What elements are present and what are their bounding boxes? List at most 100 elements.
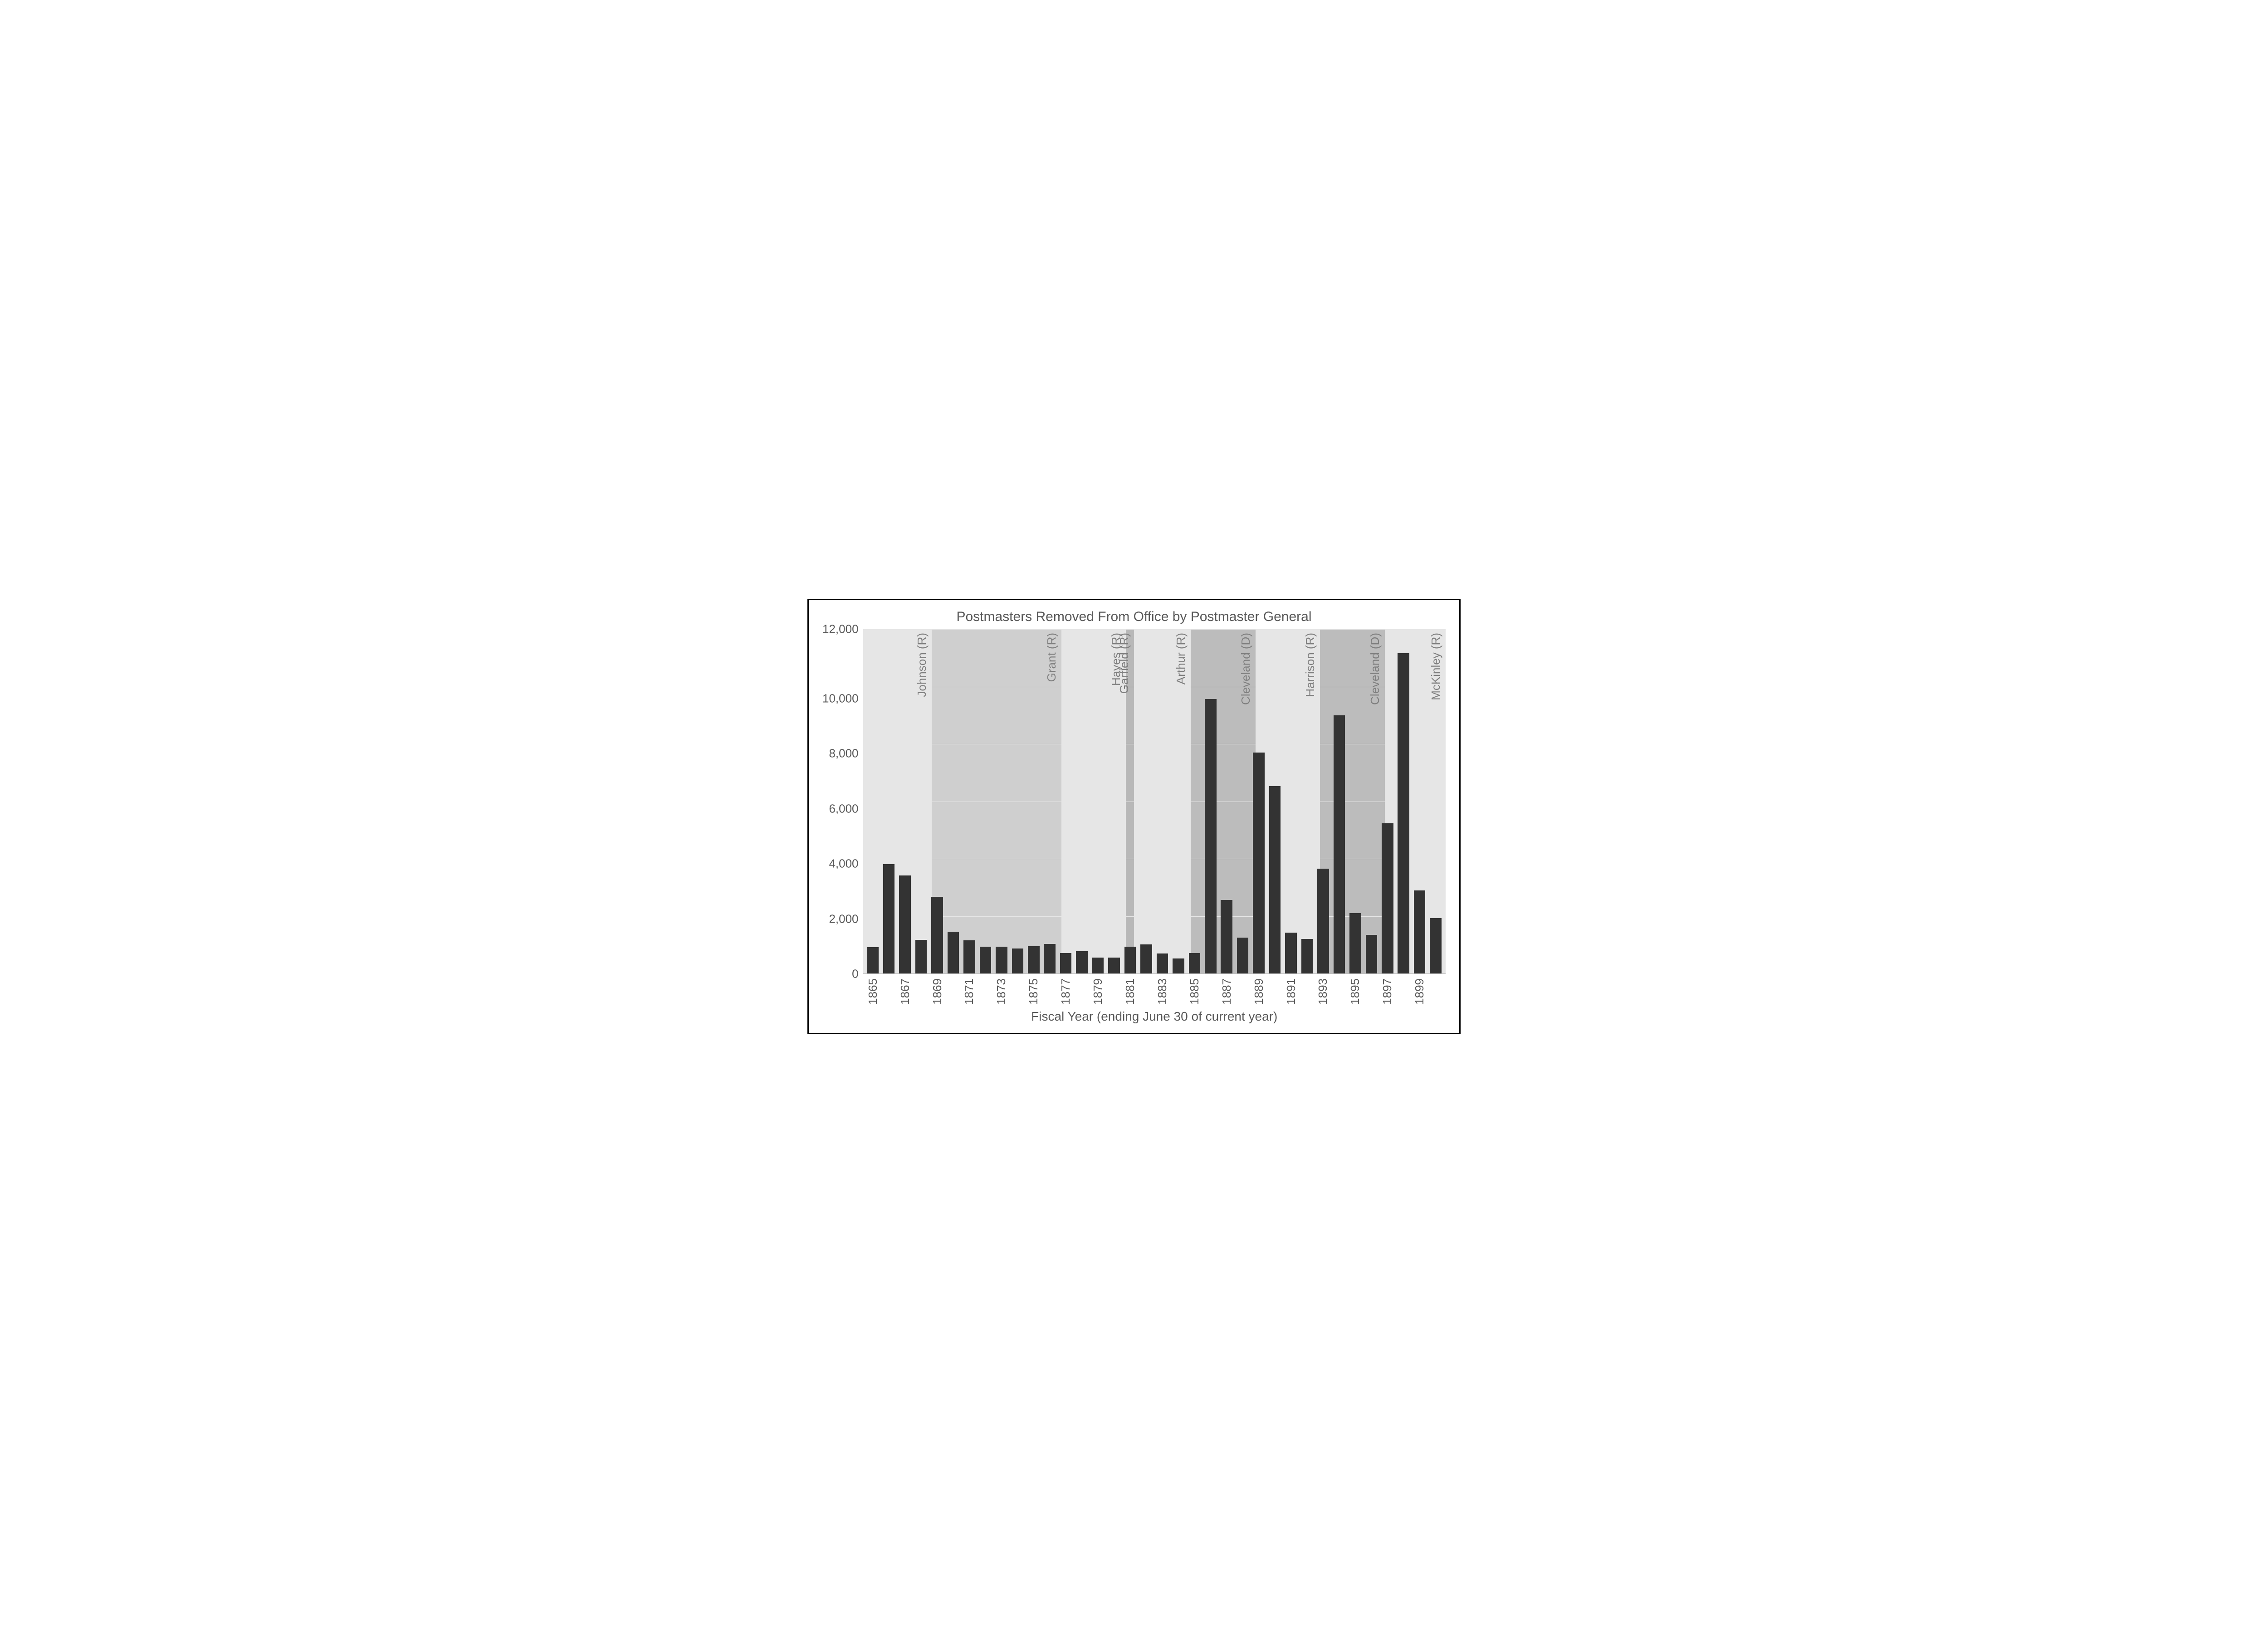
- bar: [1044, 944, 1056, 973]
- x-tick-slot: [978, 978, 993, 1005]
- x-title-row: Fiscal Year (ending June 30 of current y…: [822, 1005, 1446, 1024]
- bar-slot: [929, 629, 945, 973]
- y-axis: 12,00010,0008,0006,0004,0002,0000: [822, 629, 863, 974]
- bar: [1076, 951, 1088, 973]
- x-tick-slot: [1138, 978, 1154, 1005]
- x-tick-label: 1877: [1059, 978, 1073, 1005]
- bar-slot: [945, 629, 961, 973]
- x-axis: 1865186718691871187318751877187918811883…: [863, 974, 1446, 1005]
- x-tick-label: 1887: [1220, 978, 1234, 1005]
- x-axis-row: 1865186718691871187318751877187918811883…: [822, 974, 1446, 1005]
- bar-slot: [1138, 629, 1154, 973]
- x-tick-slot: [1235, 978, 1251, 1005]
- bar: [1028, 946, 1040, 973]
- bar-slot: [1074, 629, 1090, 973]
- x-tick-label: 1865: [866, 978, 880, 1005]
- x-tick-label: 1873: [994, 978, 1008, 1005]
- y-tick-label: 0: [852, 967, 858, 981]
- x-tick-slot: [1042, 978, 1058, 1005]
- x-tick-slot: 1869: [929, 978, 945, 1005]
- bar: [1366, 935, 1378, 973]
- y-tick-label: 12,000: [822, 622, 859, 636]
- bar: [1173, 958, 1184, 973]
- bar: [1253, 753, 1265, 973]
- bar-slot: [1170, 629, 1186, 973]
- bar-slot: [961, 629, 977, 973]
- bar-slot: [1122, 629, 1138, 973]
- x-tick-slot: [1074, 978, 1090, 1005]
- bar: [980, 947, 992, 973]
- x-tick-label: 1893: [1316, 978, 1330, 1005]
- x-tick-slot: [1202, 978, 1218, 1005]
- bar-slot: [897, 629, 913, 973]
- x-tick-slot: 1885: [1187, 978, 1202, 1005]
- x-tick-label: 1889: [1252, 978, 1266, 1005]
- bar: [1189, 953, 1201, 974]
- x-tick-slot: [1170, 978, 1186, 1005]
- x-spacer: [822, 1005, 863, 1024]
- y-tick-label: 2,000: [829, 912, 858, 926]
- bar: [867, 947, 879, 973]
- x-axis-title: Fiscal Year (ending June 30 of current y…: [863, 1009, 1446, 1024]
- bar-slot: [1283, 629, 1299, 973]
- x-tick-slot: [945, 978, 961, 1005]
- bar-slot: [1331, 629, 1347, 973]
- x-tick-label: 1875: [1026, 978, 1041, 1005]
- x-tick-label: 1895: [1348, 978, 1362, 1005]
- x-tick-label: 1879: [1091, 978, 1105, 1005]
- chart-wrap: 12,00010,0008,0006,0004,0002,0000 Johnso…: [822, 629, 1446, 1024]
- bar-slot: [1154, 629, 1170, 973]
- y-tick-label: 10,000: [822, 691, 859, 705]
- bar-slot: [1395, 629, 1411, 973]
- x-tick-label: 1883: [1155, 978, 1169, 1005]
- x-tick-slot: 1895: [1347, 978, 1363, 1005]
- x-tick-slot: 1887: [1219, 978, 1235, 1005]
- x-tick-label: 1897: [1380, 978, 1394, 1005]
- x-tick-slot: 1891: [1283, 978, 1299, 1005]
- bar-slot: [1267, 629, 1283, 973]
- bar-slot: [1347, 629, 1363, 973]
- x-tick-slot: 1883: [1154, 978, 1170, 1005]
- bar: [1317, 869, 1329, 973]
- bar: [1108, 958, 1120, 973]
- bars: [863, 629, 1446, 973]
- x-tick-slot: [1331, 978, 1347, 1005]
- y-tick-label: 8,000: [829, 747, 858, 761]
- x-tick-slot: 1867: [897, 978, 913, 1005]
- x-tick-slot: 1871: [961, 978, 977, 1005]
- bar-slot: [1187, 629, 1202, 973]
- chart-frame: Postmasters Removed From Office by Postm…: [807, 599, 1461, 1034]
- x-tick-label: 1869: [930, 978, 944, 1005]
- bar: [1124, 947, 1136, 973]
- bar-slot: [1364, 629, 1379, 973]
- bar: [931, 897, 943, 974]
- bar-slot: [881, 629, 897, 973]
- x-tick-label: 1891: [1284, 978, 1298, 1005]
- x-tick-slot: [1427, 978, 1443, 1005]
- bar-slot: [1427, 629, 1443, 973]
- bar-slot: [1090, 629, 1106, 973]
- bar: [996, 947, 1007, 973]
- x-tick-slot: 1877: [1058, 978, 1074, 1005]
- x-tick-slot: 1865: [865, 978, 881, 1005]
- y-tick-label: 4,000: [829, 857, 858, 871]
- x-tick-slot: [1364, 978, 1379, 1005]
- bar: [1157, 953, 1168, 973]
- x-tick-label: 1867: [898, 978, 912, 1005]
- plot-area: Johnson (R)Grant (R)Hayes (R)Garfield (R…: [863, 629, 1446, 974]
- bar: [1221, 900, 1232, 974]
- bar: [1349, 913, 1361, 973]
- bar-slot: [993, 629, 1009, 973]
- bar: [1092, 958, 1104, 973]
- bar: [883, 864, 895, 974]
- chart-title: Postmasters Removed From Office by Postm…: [822, 609, 1446, 625]
- bar-slot: [1042, 629, 1058, 973]
- bar-slot: [1106, 629, 1122, 973]
- bar: [1414, 890, 1426, 973]
- bar: [1269, 786, 1281, 973]
- bar: [1398, 653, 1409, 973]
- x-tick-slot: [1267, 978, 1283, 1005]
- x-tick-slot: 1897: [1379, 978, 1395, 1005]
- bar-slot: [1010, 629, 1026, 973]
- bar-slot: [1412, 629, 1427, 973]
